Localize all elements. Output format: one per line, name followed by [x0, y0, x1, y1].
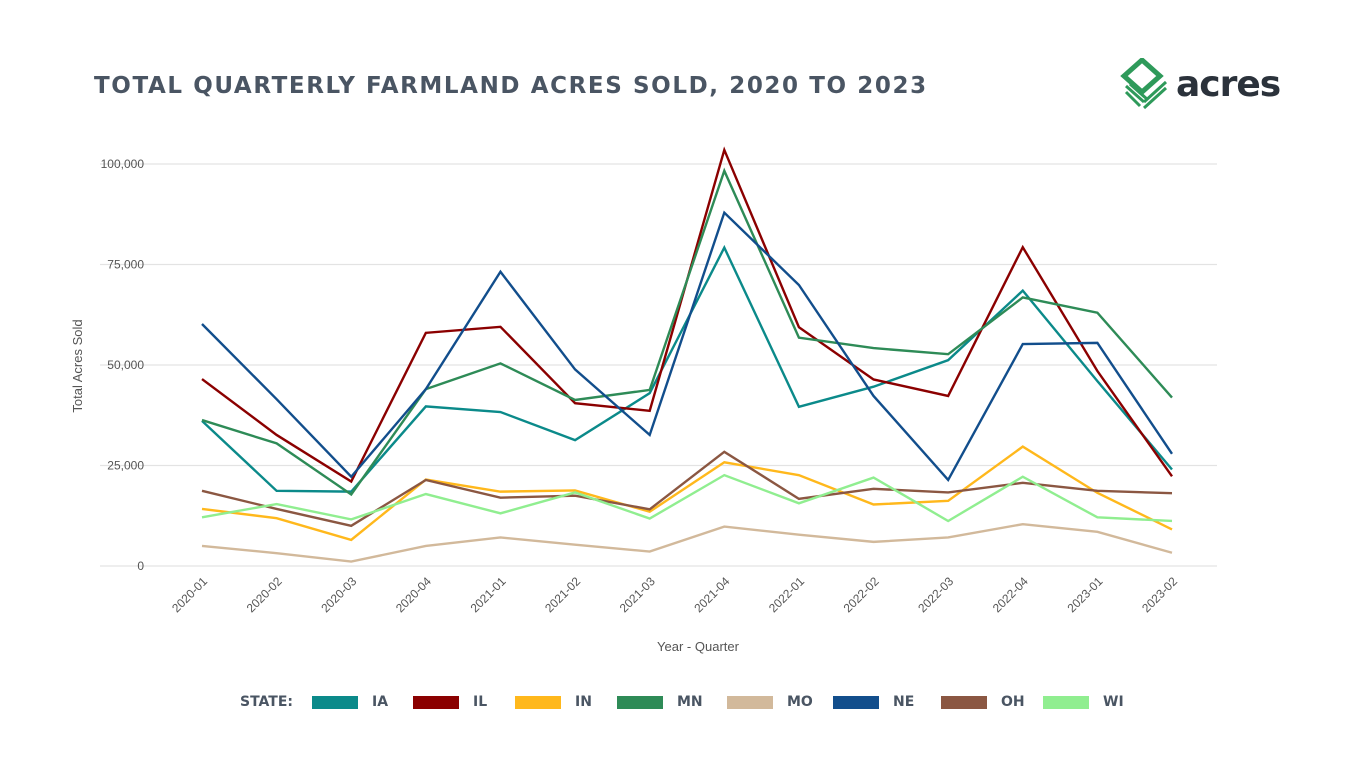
legend-swatch — [941, 695, 987, 709]
legend-label: OH — [1001, 694, 1025, 710]
legend-item-in[interactable]: IN — [515, 694, 592, 710]
x-tick-label: 2022-01 — [766, 574, 807, 615]
x-tick-label: 2021-02 — [542, 574, 583, 615]
legend-item-oh[interactable]: OH — [941, 694, 1025, 710]
x-tick-label: 2023-02 — [1139, 574, 1180, 615]
legend-label: WI — [1103, 694, 1124, 710]
x-tick-label: 2020-04 — [393, 574, 434, 615]
legend-swatch — [312, 695, 358, 709]
series-line-mo — [201, 522, 1173, 563]
legend-swatch — [833, 695, 879, 709]
x-tick-label: 2022-03 — [915, 574, 956, 615]
legend-swatch — [617, 695, 663, 709]
x-tick-label: 2021-03 — [617, 574, 658, 615]
x-tick-label: 2023-01 — [1064, 574, 1105, 615]
logo-text: acres — [1176, 63, 1281, 105]
series-line-ne — [201, 210, 1173, 483]
y-tick-label: 75,000 — [107, 258, 144, 272]
x-tick-label: 2022-02 — [841, 574, 882, 615]
x-tick-label: 2020-02 — [244, 574, 285, 615]
y-tick-label: 25,000 — [107, 459, 144, 473]
legend-swatch — [413, 695, 459, 709]
legend-label: MO — [787, 694, 813, 710]
y-tick-label: 100,000 — [101, 157, 145, 171]
series-line-wi — [201, 473, 1173, 523]
legend-item-mo[interactable]: MO — [727, 694, 813, 710]
acres-logo: acres — [1120, 58, 1281, 110]
y-tick-label: 0 — [137, 559, 144, 573]
series-line-mn — [201, 167, 1173, 497]
legend-swatch — [1043, 695, 1089, 709]
legend-item-wi[interactable]: WI — [1043, 694, 1124, 710]
series-line-oh — [201, 450, 1173, 528]
legend-label: NE — [893, 694, 915, 710]
x-tick-label: 2020-03 — [318, 574, 359, 615]
x-tick-label: 2022-04 — [990, 574, 1031, 615]
legend-swatch — [727, 695, 773, 709]
legend-label: MN — [677, 694, 703, 710]
x-axis-label: Year - Quarter — [657, 639, 740, 654]
series-line-il — [201, 146, 1173, 484]
legend-label: IL — [473, 694, 488, 710]
legend-swatch — [515, 695, 561, 709]
legend-label: IN — [575, 694, 592, 710]
legend-item-mn[interactable]: MN — [617, 694, 703, 710]
legend-item-ne[interactable]: NE — [833, 694, 914, 710]
legend-item-il[interactable]: IL — [413, 694, 487, 710]
chart-title: TOTAL QUARTERLY FARMLAND ACRES SOLD, 202… — [94, 73, 928, 99]
acres-logo-icon — [1120, 58, 1168, 110]
x-tick-label: 2021-01 — [468, 574, 509, 615]
legend-item-ia[interactable]: IA — [312, 694, 388, 710]
x-tick-label: 2021-04 — [691, 574, 732, 615]
x-tick-label: 2020-01 — [169, 574, 210, 615]
legend-title: STATE: — [240, 694, 294, 710]
y-tick-label: 50,000 — [107, 358, 144, 372]
y-axis-label: Total Acres Sold — [70, 319, 85, 412]
series-line-in — [201, 445, 1173, 542]
legend-label: IA — [372, 694, 389, 710]
